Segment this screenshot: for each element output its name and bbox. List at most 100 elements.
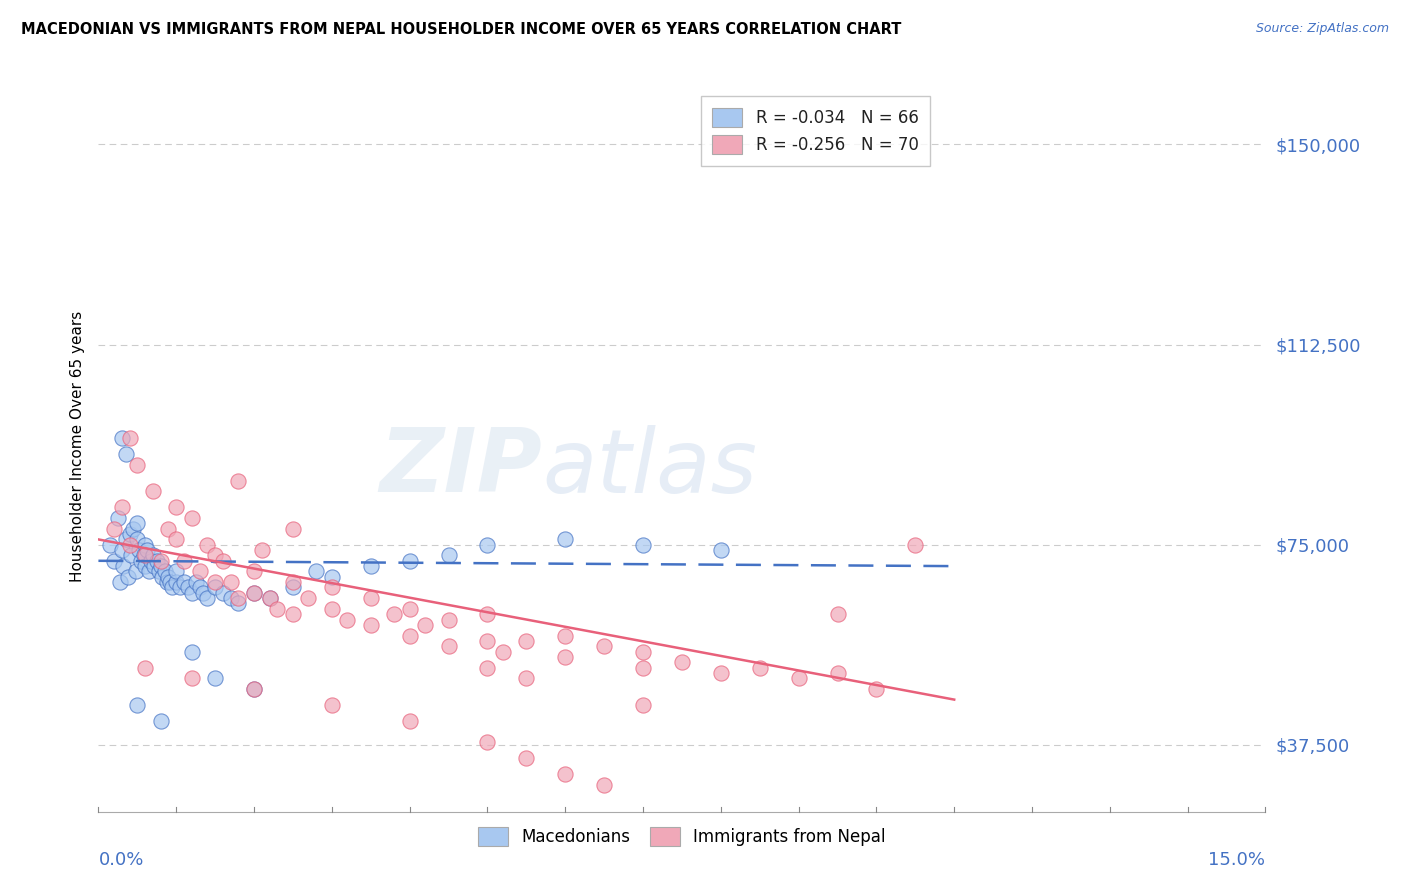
Point	[631, 698, 654, 712]
Point	[631, 660, 654, 674]
Point	[127, 516, 149, 531]
Point	[149, 554, 172, 568]
Point	[118, 431, 141, 445]
Point	[177, 581, 200, 595]
Point	[149, 714, 172, 728]
Point	[120, 549, 142, 563]
Point	[148, 565, 170, 579]
Point	[593, 778, 616, 792]
Point	[143, 559, 166, 574]
Point	[477, 538, 499, 552]
Point	[281, 575, 304, 590]
Point	[127, 698, 149, 712]
Point	[671, 655, 693, 669]
Point	[103, 554, 125, 568]
Point	[398, 602, 420, 616]
Point	[243, 681, 266, 696]
Point	[98, 538, 121, 552]
Point	[157, 522, 180, 536]
Point	[710, 543, 733, 558]
Point	[212, 586, 235, 600]
Point	[195, 538, 218, 552]
Point	[321, 698, 343, 712]
Point	[228, 597, 250, 611]
Text: 0.0%: 0.0%	[98, 851, 143, 869]
Point	[132, 549, 155, 563]
Point	[631, 538, 654, 552]
Point	[108, 575, 131, 590]
Point	[243, 586, 266, 600]
Point	[157, 570, 180, 584]
Point	[188, 565, 211, 579]
Point	[111, 543, 134, 558]
Point	[477, 633, 499, 648]
Point	[165, 565, 187, 579]
Point	[243, 565, 266, 579]
Point	[127, 533, 149, 547]
Text: MACEDONIAN VS IMMIGRANTS FROM NEPAL HOUSEHOLDER INCOME OVER 65 YEARS CORRELATION: MACEDONIAN VS IMMIGRANTS FROM NEPAL HOUS…	[21, 22, 901, 37]
Point	[114, 447, 136, 461]
Point	[165, 533, 187, 547]
Point	[159, 575, 181, 590]
Point	[228, 474, 250, 488]
Point	[180, 671, 202, 685]
Point	[149, 559, 172, 574]
Point	[398, 554, 420, 568]
Point	[281, 522, 304, 536]
Point	[122, 522, 145, 536]
Point	[142, 484, 165, 499]
Point	[212, 554, 235, 568]
Point	[135, 543, 157, 558]
Y-axis label: Householder Income Over 65 years: Householder Income Over 65 years	[69, 310, 84, 582]
Point	[321, 570, 343, 584]
Point	[477, 660, 499, 674]
Point	[827, 607, 849, 622]
Point	[437, 549, 460, 563]
Point	[787, 671, 810, 685]
Point	[477, 607, 499, 622]
Point	[865, 681, 887, 696]
Point	[748, 660, 770, 674]
Point	[297, 591, 319, 606]
Point	[631, 644, 654, 658]
Point	[134, 660, 156, 674]
Point	[153, 565, 176, 579]
Point	[134, 538, 156, 552]
Point	[492, 644, 515, 658]
Point	[515, 633, 537, 648]
Point	[281, 581, 304, 595]
Point	[114, 533, 136, 547]
Point	[228, 591, 250, 606]
Point	[219, 575, 242, 590]
Point	[243, 586, 266, 600]
Point	[250, 543, 273, 558]
Point	[259, 591, 281, 606]
Point	[243, 681, 266, 696]
Point	[195, 591, 218, 606]
Point	[413, 618, 436, 632]
Point	[219, 591, 242, 606]
Point	[142, 549, 165, 563]
Text: Source: ZipAtlas.com: Source: ZipAtlas.com	[1256, 22, 1389, 36]
Point	[128, 543, 150, 558]
Point	[398, 714, 420, 728]
Point	[173, 554, 195, 568]
Point	[305, 565, 328, 579]
Point	[180, 586, 202, 600]
Point	[156, 575, 179, 590]
Point	[593, 639, 616, 653]
Point	[281, 607, 304, 622]
Point	[360, 618, 382, 632]
Point	[129, 554, 152, 568]
Point	[165, 500, 187, 515]
Point	[827, 665, 849, 680]
Point	[141, 554, 163, 568]
Point	[398, 628, 420, 642]
Point	[125, 565, 148, 579]
Point	[173, 575, 195, 590]
Point	[437, 613, 460, 627]
Point	[111, 431, 134, 445]
Point	[138, 565, 160, 579]
Point	[515, 671, 537, 685]
Point	[266, 602, 288, 616]
